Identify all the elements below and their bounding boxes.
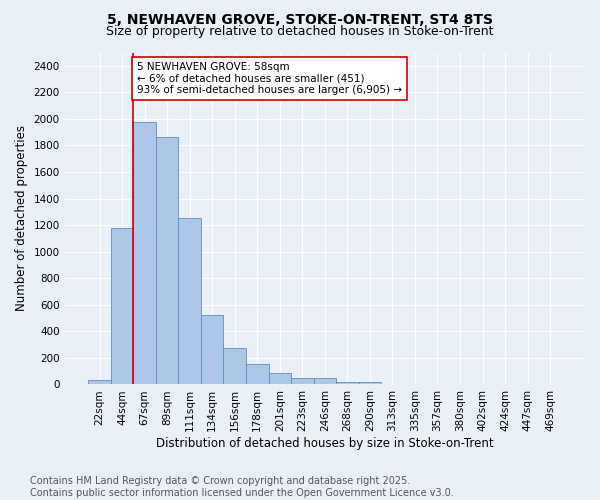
Bar bbox=[269, 372, 291, 384]
Text: 5, NEWHAVEN GROVE, STOKE-ON-TRENT, ST4 8TS: 5, NEWHAVEN GROVE, STOKE-ON-TRENT, ST4 8… bbox=[107, 12, 493, 26]
X-axis label: Distribution of detached houses by size in Stoke-on-Trent: Distribution of detached houses by size … bbox=[156, 437, 494, 450]
Text: Contains HM Land Registry data © Crown copyright and database right 2025.
Contai: Contains HM Land Registry data © Crown c… bbox=[30, 476, 454, 498]
Bar bbox=[314, 378, 336, 384]
Bar bbox=[291, 378, 314, 384]
Bar bbox=[359, 382, 381, 384]
Bar bbox=[178, 218, 201, 384]
Text: Size of property relative to detached houses in Stoke-on-Trent: Size of property relative to detached ho… bbox=[106, 25, 494, 38]
Bar bbox=[201, 316, 223, 384]
Bar bbox=[88, 380, 111, 384]
Bar bbox=[133, 122, 156, 384]
Bar bbox=[336, 382, 359, 384]
Bar bbox=[223, 348, 246, 385]
Y-axis label: Number of detached properties: Number of detached properties bbox=[15, 126, 28, 312]
Bar bbox=[156, 138, 178, 384]
Bar bbox=[111, 228, 133, 384]
Text: 5 NEWHAVEN GROVE: 58sqm
← 6% of detached houses are smaller (451)
93% of semi-de: 5 NEWHAVEN GROVE: 58sqm ← 6% of detached… bbox=[137, 62, 402, 95]
Bar bbox=[246, 364, 269, 384]
